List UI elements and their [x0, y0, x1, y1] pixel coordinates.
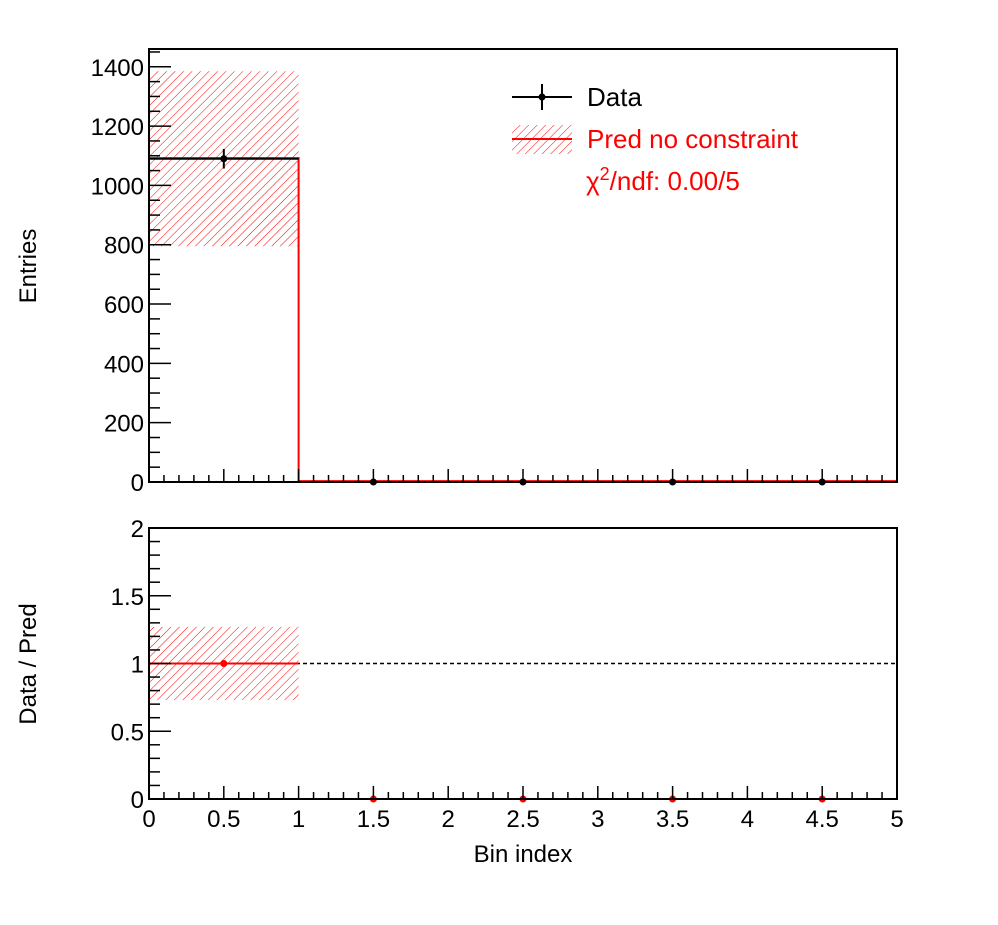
bottom-x-tick-label: 0.5 — [207, 806, 240, 833]
legend-data-marker — [538, 93, 546, 101]
bottom-x-tick-label: 2 — [442, 806, 455, 833]
legend-chi2-text: χ2/ndf: 0.00/5 — [586, 164, 740, 196]
top-y-axis-label: Entries — [15, 229, 42, 304]
top-y-tick-label: 200 — [104, 411, 144, 438]
bottom-x-tick-label: 1 — [292, 806, 305, 833]
legend: Data Pred no constraint χ2/ndf: 0.00/5 — [512, 82, 799, 196]
top-y-tick-label: 600 — [104, 292, 144, 319]
top-y-tick-label: 800 — [104, 233, 144, 260]
legend-data-label: Data — [587, 82, 642, 112]
legend-pred-label: Pred no constraint — [587, 124, 799, 154]
x-axis-label: Bin index — [474, 841, 573, 868]
bottom-x-tick-label: 3 — [591, 806, 604, 833]
top-y-tick-label: 1000 — [91, 173, 144, 200]
bottom-y-tick-label: 2 — [131, 516, 144, 543]
bottom-y-tick-label: 1 — [131, 652, 144, 679]
bottom-y-tick-label: 0.5 — [111, 719, 144, 746]
top-y-tick-label: 400 — [104, 351, 144, 378]
ratio-point-0 — [220, 660, 228, 667]
bottom-panel: 0 0.5 1 1.5 2 0 0.5 1 1.5 2 2.5 3 3.5 4 4.5 5 Bin index D… — [15, 516, 904, 868]
bottom-y-axis-label: Data / Pred — [15, 603, 42, 724]
bottom-x-tick-label: 5 — [890, 806, 903, 833]
top-y-tick-label: 1400 — [91, 55, 144, 82]
bottom-x-tick-label: 0 — [142, 806, 155, 833]
bottom-x-tick-label: 1.5 — [357, 806, 390, 833]
bottom-x-tick-label: 3.5 — [656, 806, 689, 833]
bottom-x-tick-label: 4.5 — [806, 806, 839, 833]
data-point-0 — [220, 155, 228, 163]
bottom-y-tick-label: 0 — [131, 787, 144, 814]
top-y-tick-label: 1200 — [91, 114, 144, 141]
bottom-y-tick-label: 1.5 — [111, 584, 144, 611]
top-y-tick-label: 0 — [131, 470, 144, 497]
bottom-x-tick-label: 4 — [741, 806, 754, 833]
bottom-x-tick-label: 2.5 — [506, 806, 539, 833]
top-panel: 0 200 400 600 800 1000 1200 1400 Entries — [15, 48, 898, 497]
